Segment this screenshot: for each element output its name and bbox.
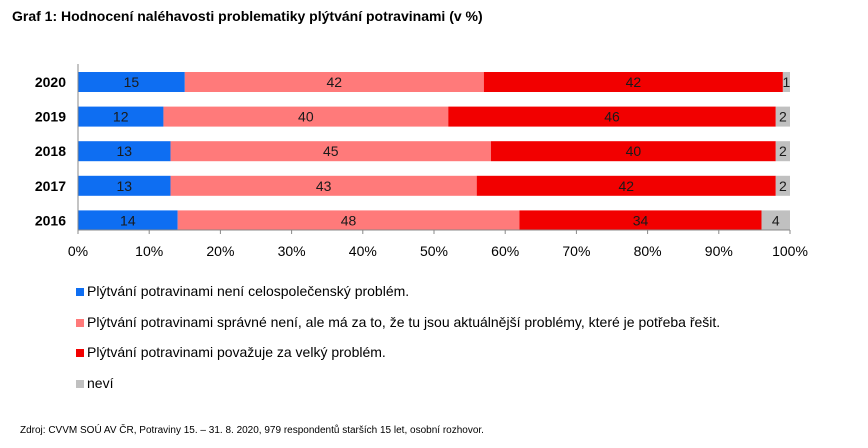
data-label-2019-s3: 2	[779, 109, 787, 125]
category-label-2019: 2019	[35, 109, 66, 125]
bar-segment-2019-s3	[775, 106, 790, 127]
chart-title: Graf 1: Hodnocení naléhavosti problemati…	[12, 8, 483, 24]
category-label-2018: 2018	[35, 143, 66, 159]
x-tick-label-8: 80%	[634, 243, 662, 259]
bar-segment-2020-s2	[483, 72, 783, 92]
bar-segment-2018-s1	[170, 141, 491, 162]
x-tick-label-1: 10%	[135, 243, 163, 259]
data-label-2020-s1: 42	[327, 74, 343, 90]
legend-swatch	[76, 349, 84, 357]
data-label-2019-s1: 40	[298, 109, 314, 125]
x-tick-label-7: 70%	[562, 243, 590, 259]
x-tick-label-3: 30%	[278, 243, 306, 259]
bar-segment-2017-s2	[476, 175, 776, 196]
data-label-2019-s2: 46	[604, 109, 620, 125]
x-tick-label-5: 50%	[420, 243, 448, 259]
legend-label: Plýtvání potravinami správné není, ale m…	[87, 313, 721, 330]
source-note: Zdroj: CVVM SOÚ AV ČR, Potraviny 15. – 3…	[20, 425, 484, 436]
x-tick-label-4: 40%	[349, 243, 377, 259]
bar-segment-2020-s3	[782, 72, 790, 92]
x-tick-label-9: 90%	[705, 243, 733, 259]
data-label-2020-s3: 1	[783, 74, 791, 90]
legend-swatch	[76, 379, 84, 388]
category-label-2016: 2016	[35, 212, 66, 228]
legend-swatch	[76, 288, 84, 296]
bar-segment-2017-s0	[78, 175, 171, 196]
bar-segment-2019-s1	[163, 106, 449, 127]
x-tick-label-2: 20%	[206, 243, 234, 259]
data-label-2016-s2: 34	[633, 212, 649, 228]
category-label-2017: 2017	[35, 178, 66, 194]
data-label-2018-s3: 2	[779, 143, 787, 159]
data-label-2020-s0: 15	[124, 74, 140, 90]
data-label-2017-s1: 43	[316, 178, 332, 194]
data-label-2019-s0: 12	[113, 109, 129, 125]
data-label-2020-s2: 42	[626, 74, 642, 90]
data-label-2016-s1: 48	[341, 212, 357, 228]
data-label-2017-s3: 2	[779, 178, 787, 194]
bar-segment-2017-s3	[775, 175, 790, 196]
legend-label: neví	[87, 374, 114, 391]
bar-segment-2016-s1	[177, 210, 520, 231]
x-tick-label-6: 60%	[491, 243, 519, 259]
legend-label: Plýtvání potravinami není celospolečensk…	[87, 283, 410, 299]
x-tick-label-0: 0%	[68, 243, 88, 259]
data-label-2018-s2: 40	[626, 143, 642, 159]
data-label-2017-s2: 42	[618, 178, 634, 194]
bar-segment-2018-s3	[775, 141, 790, 162]
data-label-2017-s0: 13	[116, 178, 132, 194]
bar-segment-2019-s2	[448, 106, 776, 127]
data-label-2016-s3: 4	[772, 212, 780, 228]
category-label-2020: 2020	[35, 74, 66, 90]
data-label-2016-s0: 14	[120, 212, 136, 228]
legend-label: Plýtvání potravinami považuje za velký p…	[87, 344, 386, 360]
bar-segment-2016-s0	[78, 210, 178, 231]
bar-segment-2016-s2	[519, 210, 762, 231]
bar-segment-2020-s1	[184, 72, 484, 92]
bar-segment-2020-s0	[78, 72, 185, 92]
bar-segment-2019-s0	[78, 106, 164, 127]
bar-segment-2017-s1	[170, 175, 477, 196]
legend-swatch	[76, 318, 84, 327]
bar-segment-2016-s3	[761, 210, 790, 231]
x-tick-label-10: 100%	[772, 243, 808, 259]
data-label-2018-s1: 45	[323, 143, 339, 159]
bar-segment-2018-s2	[490, 141, 776, 162]
bar-segment-2018-s0	[78, 141, 171, 162]
data-label-2018-s0: 13	[116, 143, 132, 159]
